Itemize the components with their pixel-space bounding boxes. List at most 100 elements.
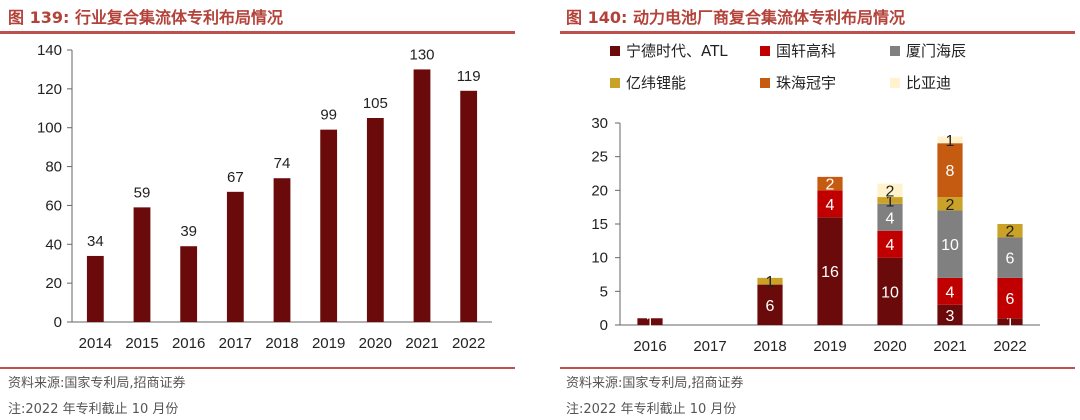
data-label: 59: [134, 184, 151, 201]
stack-segment: [997, 224, 1023, 238]
segment-label: 1: [766, 274, 775, 291]
legend-item: 厦门海辰: [890, 40, 966, 61]
left-figure-number: 图 139:: [8, 8, 70, 27]
right-source: 资料来源:国家专利局,招商证券: [566, 376, 744, 391]
x-tick-label: 2017: [693, 338, 726, 355]
stack-segment: [937, 304, 963, 325]
stack-segment: [877, 197, 903, 204]
left-bottom-rule: [0, 367, 515, 369]
segment-label: 3: [946, 308, 955, 325]
stack-segment: [997, 277, 1023, 319]
segment-label: 1: [646, 315, 655, 332]
y-tick-label: 5: [600, 283, 608, 300]
legend-item: 珠海冠宇: [760, 72, 836, 93]
x-tick-label: 2020: [359, 335, 392, 352]
segment-label: 4: [886, 210, 895, 227]
stack-segment: [877, 183, 903, 198]
stack-segment: [817, 176, 843, 191]
x-tick-label: 2017: [219, 335, 252, 352]
y-tick-label: 20: [591, 182, 608, 199]
stack-segment: [877, 203, 903, 231]
bar: [366, 118, 384, 322]
legend-swatch: [890, 45, 900, 56]
segment-label: 2: [886, 183, 895, 200]
legend-swatch: [890, 77, 900, 88]
y-tick-label: 25: [591, 149, 608, 166]
left-title-rule: [0, 31, 515, 34]
bar: [133, 207, 151, 322]
segment-label: 2: [826, 177, 835, 194]
data-label: 105: [363, 95, 388, 112]
stack-segment: [817, 217, 843, 325]
stack-segment: [937, 136, 963, 144]
right-chart-title: 图 140: 动力电池厂商复合集流体专利布局情况: [566, 4, 905, 28]
x-tick-label: 2020: [873, 338, 906, 355]
bar: [180, 246, 198, 322]
y-tick-label: 0: [600, 317, 608, 334]
segment-label: 6: [1006, 251, 1015, 268]
segment-label: 4: [946, 284, 955, 301]
legend-label: 比亚迪: [906, 74, 952, 92]
legend-label: 宁德时代、ATL: [626, 42, 728, 60]
legend-item: 国轩高科: [760, 40, 836, 61]
left-bar-chart: 0 20 40 60 80 100 120 140 34 2014 59 2015 39 2016 67 20…: [37, 42, 492, 352]
stack-segment: [877, 230, 903, 258]
stack-segment: [997, 318, 1023, 325]
segment-label: 8: [946, 163, 955, 180]
right-title-rule: [560, 31, 1075, 34]
y-tick-label: 20: [45, 275, 62, 292]
stack-segment: [997, 237, 1023, 278]
data-label: 99: [320, 107, 337, 124]
segment-label: 1: [1006, 315, 1015, 332]
left-note: 注:2022 年专利截止 10 月份: [8, 402, 179, 417]
y-tick-label: 120: [37, 81, 62, 98]
bar: [320, 129, 338, 322]
legend-label: 珠海冠宇: [776, 74, 837, 92]
x-tick-label: 2022: [452, 335, 485, 352]
stack-segment: [637, 318, 663, 325]
x-tick-label: 2014: [79, 335, 112, 352]
legend-item: 亿纬锂能: [610, 72, 686, 93]
x-tick-label: 2019: [813, 338, 846, 355]
y-tick-label: 60: [45, 197, 62, 214]
legend-swatch: [610, 77, 620, 88]
y-tick-label: 10: [591, 250, 608, 267]
bar: [273, 178, 291, 322]
segment-label: 10: [881, 284, 899, 301]
segment-label: 16: [821, 264, 839, 281]
right-bottom-rule: [560, 367, 1075, 369]
segment-label: 4: [886, 237, 895, 254]
legend-swatch: [760, 45, 770, 56]
legend-swatch: [760, 77, 770, 88]
x-tick-label: 2018: [753, 338, 786, 355]
segment-label: 6: [1006, 291, 1015, 308]
segment-label: 10: [941, 237, 959, 254]
y-tick-label: 100: [37, 120, 62, 137]
left-chart-title: 图 139: 行业复合集流体专利布局情况: [8, 4, 283, 28]
bar: [413, 69, 431, 322]
segment-label: 1: [946, 133, 955, 150]
bar: [86, 255, 104, 322]
x-tick-label: 2021: [933, 338, 966, 355]
data-label: 39: [180, 223, 197, 240]
x-tick-label: 2022: [993, 338, 1026, 355]
stack-segment: [757, 277, 783, 285]
stack-segment: [757, 284, 783, 325]
stack-segment: [937, 197, 963, 211]
y-tick-label: 80: [45, 159, 62, 176]
left-figure-caption: 行业复合集流体专利布局情况: [74, 8, 283, 27]
stack-segment: [937, 210, 963, 278]
data-label: 130: [409, 46, 434, 63]
segment-label: 2: [946, 197, 955, 214]
segment-label: 4: [826, 197, 835, 214]
segment-label: 2: [1006, 224, 1015, 241]
bar: [226, 191, 244, 322]
legend-item: 宁德时代、ATL: [610, 40, 728, 61]
stack-segment: [877, 257, 903, 325]
x-tick-label: 2019: [312, 335, 345, 352]
segment-label: 6: [766, 298, 775, 315]
legend-label: 厦门海辰: [906, 42, 967, 60]
legend-swatch: [610, 45, 620, 56]
right-note: 注:2022 年专利截止 10 月份: [566, 402, 737, 417]
